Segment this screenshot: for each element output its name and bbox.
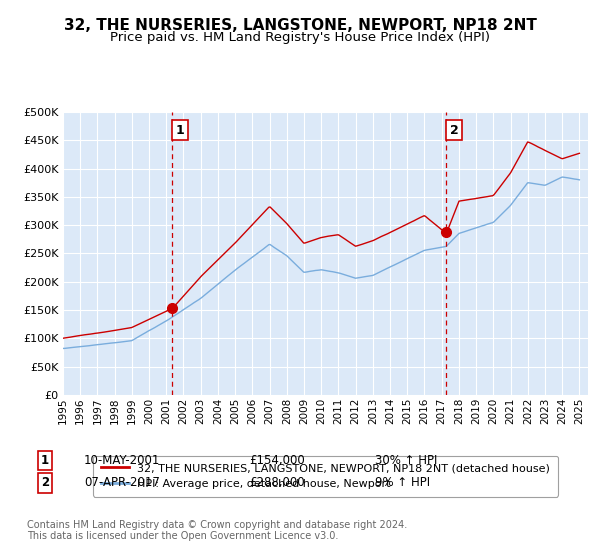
Text: Contains HM Land Registry data © Crown copyright and database right 2024.
This d: Contains HM Land Registry data © Crown c… bbox=[27, 520, 407, 542]
Text: 32, THE NURSERIES, LANGSTONE, NEWPORT, NP18 2NT: 32, THE NURSERIES, LANGSTONE, NEWPORT, N… bbox=[64, 18, 536, 33]
Text: 07-APR-2017: 07-APR-2017 bbox=[84, 476, 160, 489]
Text: £288,000: £288,000 bbox=[249, 476, 305, 489]
Text: Price paid vs. HM Land Registry's House Price Index (HPI): Price paid vs. HM Land Registry's House … bbox=[110, 31, 490, 44]
Text: 30% ↑ HPI: 30% ↑ HPI bbox=[375, 454, 437, 467]
Text: 2: 2 bbox=[41, 476, 49, 489]
Text: 1: 1 bbox=[41, 454, 49, 467]
Text: 1: 1 bbox=[176, 124, 185, 137]
Text: 9% ↑ HPI: 9% ↑ HPI bbox=[375, 476, 430, 489]
Text: 10-MAY-2001: 10-MAY-2001 bbox=[84, 454, 160, 467]
Text: 2: 2 bbox=[450, 124, 458, 137]
Text: £154,000: £154,000 bbox=[249, 454, 305, 467]
Legend: 32, THE NURSERIES, LANGSTONE, NEWPORT, NP18 2NT (detached house), HPI: Average p: 32, THE NURSERIES, LANGSTONE, NEWPORT, N… bbox=[93, 455, 558, 497]
